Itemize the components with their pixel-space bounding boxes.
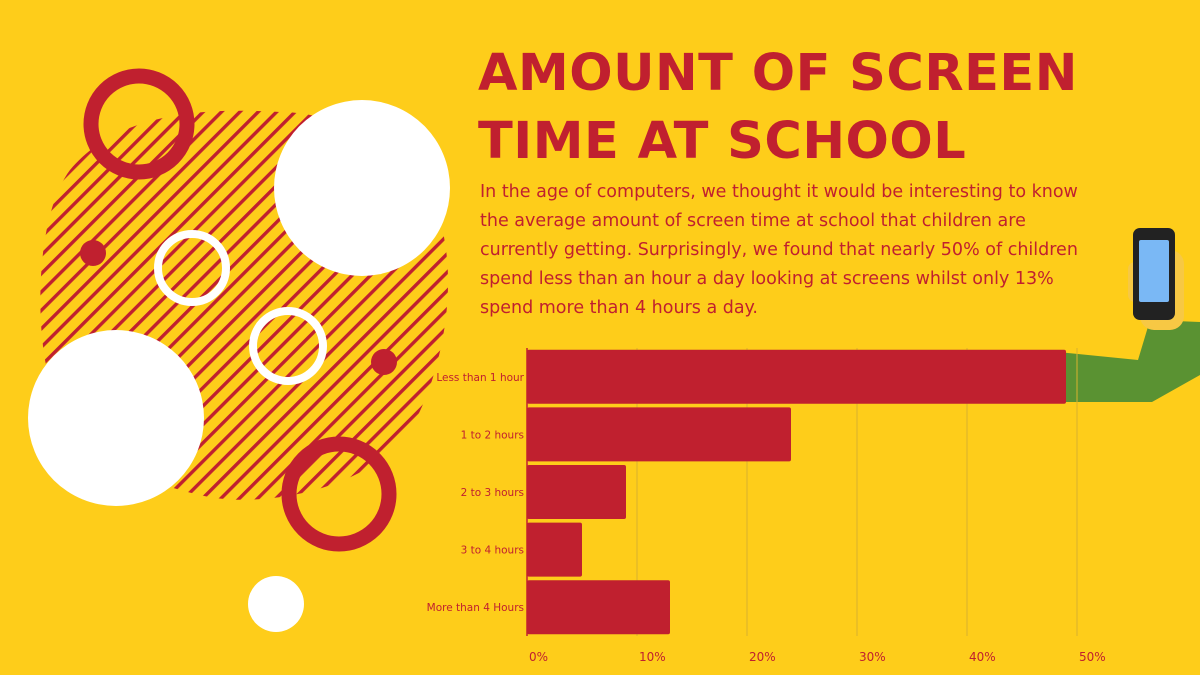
- x-tick-label: 0%: [529, 650, 548, 664]
- x-tick-labels: 0% 10% 20% 30% 40% 50%: [529, 650, 1106, 664]
- bar: [527, 465, 626, 519]
- page-title-line-1: AMOUNT OF SCREEN: [478, 44, 1078, 103]
- x-tick-label: 30%: [859, 650, 886, 664]
- bar: [527, 522, 582, 577]
- bar: [527, 407, 791, 462]
- x-tick-label: 50%: [1079, 650, 1106, 664]
- red-ring-bottom: [281, 436, 397, 552]
- x-tick-label: 20%: [749, 650, 776, 664]
- category-label: 1 to 2 hours: [461, 429, 524, 441]
- white-circle-small: [248, 576, 304, 632]
- red-ring-top: [83, 68, 195, 180]
- category-label: More than 4 Hours: [427, 602, 524, 614]
- white-ring-upper: [154, 230, 230, 306]
- red-dot-left: [80, 240, 106, 266]
- page-title-line-2: TIME AT SCHOOL: [478, 112, 967, 171]
- bars: [527, 349, 1066, 635]
- white-circle-large-left: [28, 330, 204, 506]
- x-tick-label: 10%: [639, 650, 666, 664]
- bar-chart: Less than 1 hour 1 to 2 hours 2 to 3 hours…: [427, 348, 1106, 664]
- category-label: 2 to 3 hours: [461, 487, 524, 499]
- sleeve: [1058, 320, 1200, 402]
- description-text: In the age of computers, we thought it w…: [480, 182, 1078, 318]
- x-tick-label: 40%: [969, 650, 996, 664]
- arm-with-phone: [1058, 228, 1200, 402]
- white-circle-large-top: [274, 100, 450, 276]
- category-label: 3 to 4 hours: [461, 545, 524, 557]
- category-label: Less than 1 hour: [436, 372, 524, 384]
- decorative-shapes: [28, 68, 450, 632]
- category-labels: Less than 1 hour 1 to 2 hours 2 to 3 hours…: [427, 372, 525, 614]
- phone-screen: [1139, 240, 1169, 302]
- red-dot-right: [371, 349, 397, 375]
- bar: [527, 349, 1066, 404]
- bar: [527, 580, 670, 635]
- white-ring-lower: [249, 307, 327, 385]
